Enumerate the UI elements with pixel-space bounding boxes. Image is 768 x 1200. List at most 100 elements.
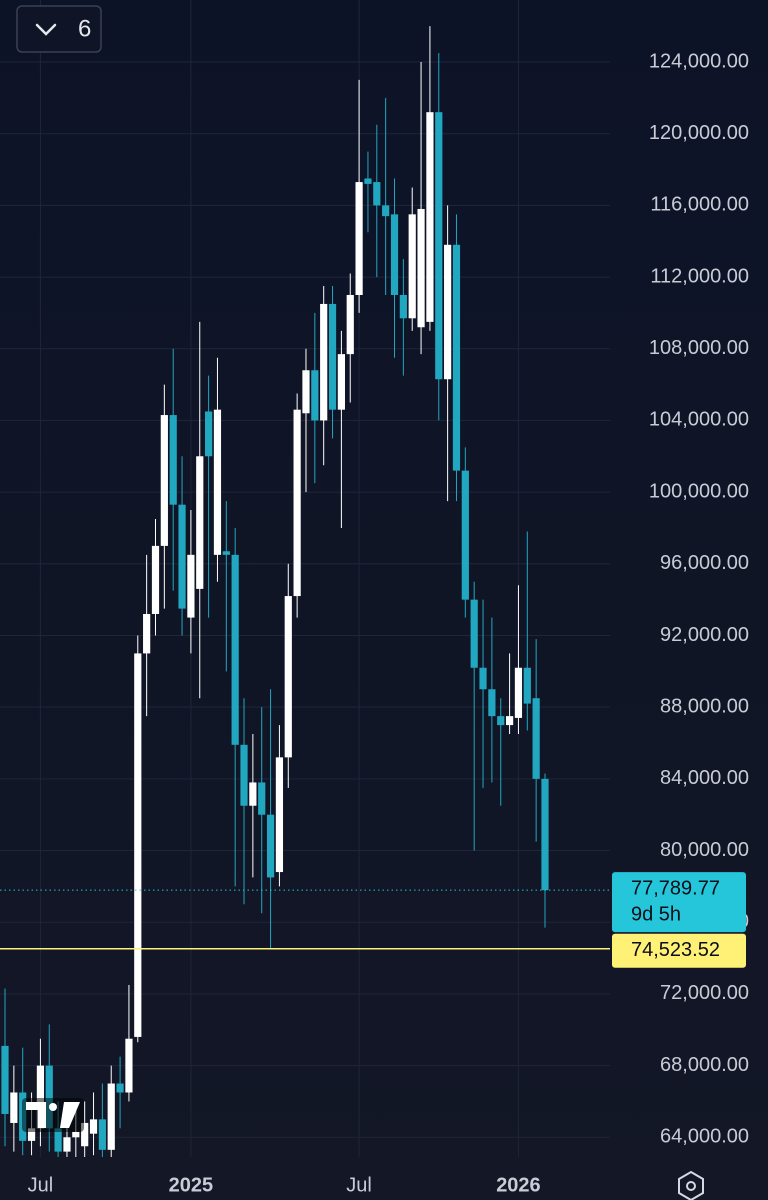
candle-body bbox=[444, 244, 452, 380]
candle-body bbox=[54, 1128, 62, 1152]
y-tick-label: 120,000.00 bbox=[649, 122, 749, 144]
candle-body bbox=[364, 178, 372, 184]
candle-body bbox=[222, 551, 230, 555]
candle-body bbox=[346, 294, 354, 355]
settings-center bbox=[686, 1181, 696, 1191]
y-tick-label: 104,000.00 bbox=[649, 409, 749, 431]
y-tick-label: 100,000.00 bbox=[649, 480, 749, 502]
candle-body bbox=[523, 667, 531, 704]
price-label: 77,789.77 bbox=[631, 877, 720, 899]
candle-body bbox=[205, 411, 213, 457]
y-tick-label: 96,000.00 bbox=[660, 552, 749, 574]
interval-button[interactable]: 6 bbox=[16, 5, 102, 53]
candle-body bbox=[355, 182, 363, 295]
candle-body bbox=[390, 214, 399, 295]
candle-body bbox=[134, 653, 142, 1037]
y-tick-label: 116,000.00 bbox=[650, 194, 749, 216]
button-frame[interactable] bbox=[16, 5, 102, 53]
y-tick-label: 108,000.00 bbox=[649, 337, 749, 359]
candle-body bbox=[452, 244, 461, 471]
price-label: 74,523.52 bbox=[631, 939, 720, 961]
y-tick-label: 112,000.00 bbox=[650, 265, 749, 287]
chevron-icon bbox=[35, 23, 57, 36]
y-tick-label: 80,000.00 bbox=[660, 839, 749, 861]
candle-body bbox=[125, 1038, 133, 1093]
y-tick-label: 84,000.00 bbox=[660, 767, 749, 789]
candle-body bbox=[151, 545, 160, 614]
candle-body bbox=[231, 554, 239, 745]
candle-body bbox=[399, 294, 407, 319]
candle-body bbox=[36, 1065, 45, 1129]
candle-body bbox=[426, 112, 434, 322]
candle-body bbox=[435, 112, 443, 380]
candle-body bbox=[382, 205, 390, 217]
candle-body bbox=[541, 778, 549, 891]
candle-body bbox=[470, 599, 478, 668]
candle-body bbox=[266, 814, 275, 878]
candle-body bbox=[373, 182, 381, 206]
candle-body bbox=[249, 782, 257, 806]
candle-body bbox=[45, 1065, 53, 1129]
tradingview-logo bbox=[22, 1098, 84, 1132]
candle-body bbox=[196, 456, 204, 589]
candle-body bbox=[116, 1083, 124, 1093]
candle-body bbox=[72, 1131, 80, 1138]
y-tick-label: 68,000.00 bbox=[660, 1054, 749, 1076]
candle-body bbox=[417, 208, 425, 328]
candle-body bbox=[258, 782, 266, 815]
candle-body bbox=[337, 354, 345, 410]
x-tick-label: 2026 bbox=[496, 1174, 541, 1196]
candle-body bbox=[98, 1119, 106, 1150]
logo-t bbox=[26, 1102, 46, 1128]
candle-body bbox=[178, 504, 186, 609]
candle-body bbox=[284, 596, 292, 758]
y-tick-label: 92,000.00 bbox=[660, 624, 749, 646]
candle-body bbox=[213, 409, 222, 555]
logo-v bbox=[60, 1102, 80, 1128]
candle-body bbox=[275, 757, 284, 873]
candle-body bbox=[320, 303, 328, 421]
candle-body bbox=[143, 613, 151, 654]
candle-body bbox=[514, 667, 523, 718]
settings-hexagon[interactable] bbox=[678, 1170, 704, 1200]
candle-body bbox=[187, 554, 195, 618]
x-tick-label: 2025 bbox=[169, 1174, 214, 1196]
candle-body bbox=[1, 1045, 9, 1114]
price-label-box bbox=[612, 933, 746, 968]
candle-body bbox=[63, 1137, 71, 1152]
candle-body bbox=[408, 214, 416, 319]
candle-body bbox=[240, 744, 248, 806]
y-tick-label: 124,000.00 bbox=[649, 50, 749, 72]
candle-body bbox=[89, 1119, 98, 1134]
candle-body bbox=[27, 1128, 36, 1141]
candle-body bbox=[169, 415, 177, 505]
candle-body bbox=[10, 1092, 18, 1123]
y-tick-label: 72,000.00 bbox=[660, 982, 749, 1004]
y-tick-label: 64,000.00 bbox=[660, 1126, 749, 1148]
candle-body bbox=[107, 1083, 115, 1150]
plot-area bbox=[0, 26, 610, 1157]
candle-body bbox=[328, 303, 337, 410]
settings-icon[interactable] bbox=[678, 1170, 704, 1200]
y-tick-label: 88,000.00 bbox=[660, 695, 749, 717]
axis-labels: 64,000.0068,000.0072,000.0076,000.0080,0… bbox=[28, 50, 749, 1196]
candle-body bbox=[81, 1122, 89, 1147]
x-tick-label: Jul bbox=[346, 1174, 372, 1196]
candle-body bbox=[461, 470, 469, 600]
candle-body bbox=[497, 716, 505, 726]
candle-body bbox=[532, 698, 540, 779]
countdown-label: 9d 5h bbox=[631, 903, 681, 925]
candle-body bbox=[160, 415, 168, 546]
candle-body bbox=[488, 689, 496, 717]
x-tick-label: Jul bbox=[28, 1174, 54, 1196]
candle-body bbox=[302, 370, 310, 414]
candle-body bbox=[505, 716, 514, 726]
candle-body bbox=[479, 667, 487, 690]
candle-body bbox=[293, 409, 301, 597]
candle-body bbox=[311, 370, 319, 421]
price-label-box bbox=[612, 872, 746, 933]
interval-label: 6 bbox=[78, 15, 91, 42]
logo-dot bbox=[49, 1103, 57, 1111]
